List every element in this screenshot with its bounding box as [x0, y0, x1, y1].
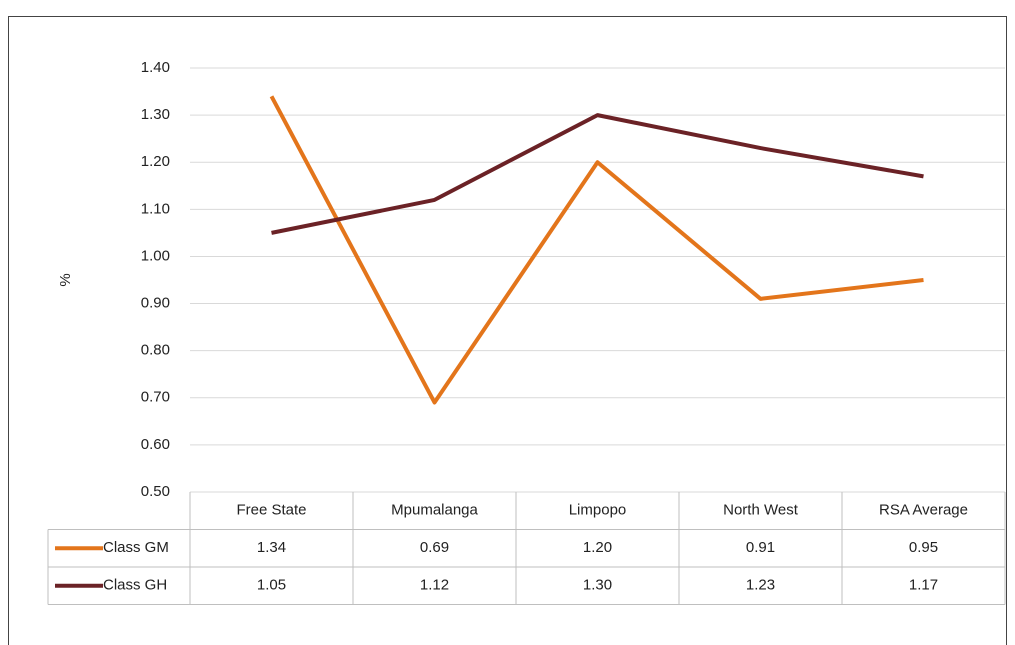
y-tick-label: 0.60 [141, 436, 170, 453]
legend-label: Class GM [103, 539, 169, 556]
x-tick-label: RSA Average [879, 502, 968, 519]
table-value: 0.91 [746, 539, 775, 556]
table-value: 1.05 [257, 577, 286, 594]
y-tick-label: 0.70 [141, 389, 170, 406]
x-tick-label: Limpopo [569, 502, 627, 519]
y-tick-label: 1.10 [141, 200, 170, 217]
table-value: 0.95 [909, 539, 938, 556]
table-value: 1.30 [583, 577, 612, 594]
y-tick-label: 1.40 [141, 59, 170, 76]
table-value: 0.69 [420, 539, 449, 556]
series-line [271, 113, 924, 235]
y-axis-label: % [57, 273, 74, 286]
y-tick-label: 0.90 [141, 295, 170, 312]
y-tick-label: 1.00 [141, 247, 170, 264]
table-value: 1.20 [583, 539, 612, 556]
series-line [269, 95, 924, 405]
legend-label: Class GH [103, 577, 167, 594]
y-tick-label: 0.50 [141, 483, 170, 500]
x-tick-label: Mpumalanga [391, 502, 478, 519]
table-value: 1.23 [746, 577, 775, 594]
table-value: 1.17 [909, 577, 938, 594]
x-tick-label: North West [723, 502, 799, 519]
x-tick-label: Free State [236, 502, 306, 519]
y-tick-label: 1.30 [141, 106, 170, 123]
table-value: 1.12 [420, 577, 449, 594]
y-tick-label: 1.20 [141, 153, 170, 170]
y-tick-label: 0.80 [141, 342, 170, 359]
table-value: 1.34 [257, 539, 286, 556]
chart-frame [8, 16, 1007, 645]
